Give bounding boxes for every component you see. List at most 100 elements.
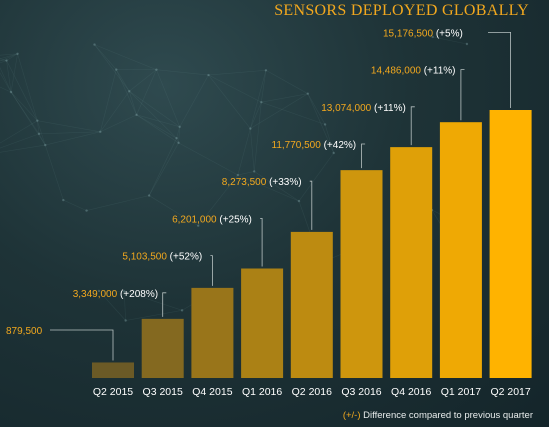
- data-label: 13,074,000 (+11%): [321, 103, 406, 114]
- leader-line: [210, 255, 213, 286]
- network-line: [136, 69, 157, 115]
- network-line: [148, 142, 179, 196]
- leader-line: [488, 32, 512, 108]
- network-node: [37, 132, 41, 136]
- leader-line: [361, 143, 366, 169]
- leader-line: [460, 69, 465, 121]
- network-line: [128, 91, 137, 115]
- network-line: [129, 90, 180, 128]
- network-line: [17, 53, 38, 121]
- network-line: [261, 101, 326, 125]
- x-tick-label: Q4 2016: [391, 386, 431, 398]
- x-tick-label: Q3 2015: [143, 386, 183, 398]
- data-label: 879,500: [6, 326, 43, 337]
- network-line: [10, 91, 46, 146]
- x-tick-label: Q1 2016: [242, 386, 282, 398]
- network-line: [100, 91, 130, 133]
- network-line: [115, 69, 137, 115]
- network-line: [250, 128, 255, 172]
- network-line: [124, 291, 183, 311]
- network-node: [85, 209, 88, 212]
- bar: [92, 362, 134, 378]
- bar: [241, 268, 284, 378]
- network-line: [136, 114, 179, 144]
- network-line: [0, 86, 12, 93]
- footnote-text: Difference compared to previous quarter: [363, 410, 533, 421]
- network-node: [123, 290, 126, 293]
- network-line: [123, 291, 126, 321]
- network-line: [176, 126, 180, 139]
- x-tick-label: Q4 2015: [192, 386, 232, 398]
- network-node: [323, 123, 327, 126]
- network-line: [250, 70, 267, 129]
- x-tick-label: Q1 2017: [441, 386, 481, 398]
- network-node: [9, 90, 13, 94]
- network-line: [250, 93, 308, 129]
- network-line: [45, 131, 101, 146]
- network-node: [180, 309, 184, 312]
- network-line: [10, 91, 38, 121]
- network-node: [16, 52, 19, 55]
- network-line: [432, 36, 467, 45]
- bar: [141, 318, 184, 378]
- network-node: [36, 119, 39, 122]
- leader-line: [410, 106, 415, 146]
- network-line: [250, 102, 262, 129]
- network-node: [178, 125, 181, 129]
- network-node: [5, 59, 8, 62]
- network-line: [39, 131, 101, 135]
- network-line: [324, 124, 334, 154]
- network-node: [155, 68, 158, 71]
- data-label: 5,103,500 (+52%): [122, 252, 202, 263]
- network-line: [129, 91, 177, 139]
- bar: [489, 110, 532, 378]
- network-line: [37, 120, 46, 146]
- network-line: [148, 138, 177, 196]
- network-line: [178, 126, 180, 143]
- network-line: [208, 69, 266, 76]
- network-node: [264, 69, 268, 72]
- network-node: [147, 194, 151, 197]
- network-line: [99, 69, 117, 132]
- network-line: [94, 44, 117, 70]
- network-line: [179, 74, 209, 127]
- network-line: [431, 209, 442, 215]
- network-line: [10, 53, 18, 93]
- network-line: [86, 195, 150, 211]
- network-node: [62, 198, 65, 202]
- x-tick-label: Q2 2017: [490, 386, 530, 398]
- network-node: [99, 130, 102, 134]
- network-line: [94, 44, 130, 92]
- network-line: [261, 93, 308, 103]
- network-line: [6, 53, 18, 61]
- network-line: [261, 70, 267, 103]
- network-node: [97, 289, 101, 293]
- network-line: [237, 174, 300, 202]
- network-node: [260, 100, 263, 104]
- network-line: [0, 53, 18, 56]
- network-line: [116, 69, 130, 92]
- network-line: [44, 144, 64, 201]
- network-line: [208, 74, 262, 103]
- network-line: [176, 138, 179, 143]
- network-line: [6, 60, 38, 121]
- network-line: [265, 70, 308, 94]
- network-line: [37, 120, 101, 133]
- network-line: [156, 69, 180, 127]
- network-node: [236, 173, 240, 177]
- network-line: [254, 171, 300, 202]
- bar: [191, 287, 234, 378]
- network-line: [298, 152, 334, 202]
- network-node: [306, 92, 310, 95]
- network-node: [175, 136, 178, 140]
- network-line: [129, 69, 157, 92]
- network-line: [307, 93, 326, 125]
- network-line: [307, 93, 334, 154]
- network-line: [0, 144, 46, 153]
- data-label: 14,486,000 (+11%): [371, 66, 456, 77]
- footnote-key: (+/-): [342, 410, 361, 421]
- network-node: [124, 319, 127, 322]
- network-node: [177, 141, 180, 145]
- network-line: [94, 44, 157, 70]
